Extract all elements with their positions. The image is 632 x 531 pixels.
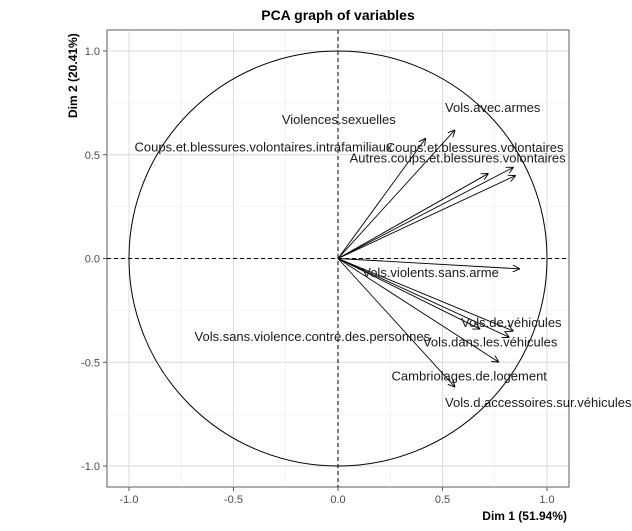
x-tick-label: 0.0 — [330, 494, 345, 506]
y-tick-label: 1.0 — [85, 46, 100, 58]
variable-arrow — [337, 258, 499, 363]
x-axis-ticks: -1.0 -0.5 0.0 0.5 1.0 — [120, 487, 555, 506]
variable-arrow — [337, 167, 514, 259]
variable-label: Violences.sexuelles — [282, 112, 396, 127]
variable-label: Coups.et.blessures.volontaires.intrafami… — [135, 139, 393, 154]
variable-arrow — [337, 130, 455, 259]
variable-label: Autres.coups.et.blessures.volontaires — [350, 151, 567, 166]
correlation-circle — [128, 50, 548, 467]
variable-label: Vols.sans.violence.contre.des.personnes — [195, 329, 431, 344]
variable-arrow — [337, 258, 509, 338]
variable-arrow — [337, 138, 426, 259]
y-tick-label: 0.0 — [85, 254, 100, 266]
x-tick-label: 0.5 — [435, 494, 450, 506]
variable-arrow — [337, 173, 488, 259]
x-axis-title: Dim 1 (51.94%) — [482, 509, 567, 523]
variable-arrow — [337, 258, 480, 330]
y-tick-label: -0.5 — [81, 357, 100, 369]
variable-label: Vols.d.accessoires.sur.véhicules — [445, 395, 632, 410]
variable-arrows — [337, 130, 520, 388]
variable-arrow — [337, 176, 516, 259]
variable-labels: Violences.sexuelles Vols.avec.armes Coups.… — [135, 100, 632, 410]
unit-circle — [128, 50, 548, 467]
y-tick-label: -1.0 — [81, 461, 100, 473]
y-tick-label: 0.5 — [85, 150, 100, 162]
x-tick-label: -0.5 — [224, 494, 243, 506]
x-tick-label: -1.0 — [120, 494, 139, 506]
y-axis-title: Dim 2 (20.41%) — [66, 33, 80, 118]
variable-label: Vols.avec.armes — [445, 100, 541, 115]
variable-label: Vols.violents.sans.arme — [362, 265, 499, 280]
variable-arrow — [337, 258, 514, 332]
variable-label: Vols.dans.les.véhicules — [423, 334, 558, 349]
x-tick-label: 1.0 — [539, 494, 554, 506]
chart-title: PCA graph of variables — [261, 7, 415, 23]
variable-label: Coups.et.blessures.volontaires — [386, 140, 564, 155]
variable-arrow — [337, 258, 455, 388]
variable-arrow — [337, 258, 520, 269]
variable-label: Vols.de.véhicules — [461, 315, 562, 330]
variable-label: Cambriolages.de.logement — [392, 368, 548, 383]
y-axis-ticks: -1.0 -0.5 0.0 0.5 1.0 — [81, 46, 107, 473]
